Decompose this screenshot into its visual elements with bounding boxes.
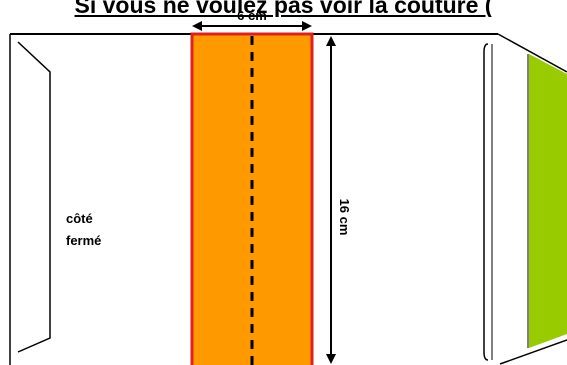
right-panel-top-diagonal bbox=[497, 33, 567, 73]
closed-side-label-line2: fermé bbox=[66, 233, 101, 248]
page-title: Si vous ne voulez pas voir la couture ( bbox=[74, 0, 493, 17]
closed-side-flap bbox=[17, 41, 51, 353]
green-side-panel bbox=[529, 54, 567, 348]
height-dimension-label: 16 cm bbox=[337, 199, 352, 236]
width-dimension-label: 6 cm bbox=[237, 8, 267, 23]
closed-side-label-line1: côté bbox=[66, 211, 93, 226]
right-panel-edge bbox=[483, 43, 489, 361]
right-panel-bottom-diagonal bbox=[499, 339, 567, 365]
